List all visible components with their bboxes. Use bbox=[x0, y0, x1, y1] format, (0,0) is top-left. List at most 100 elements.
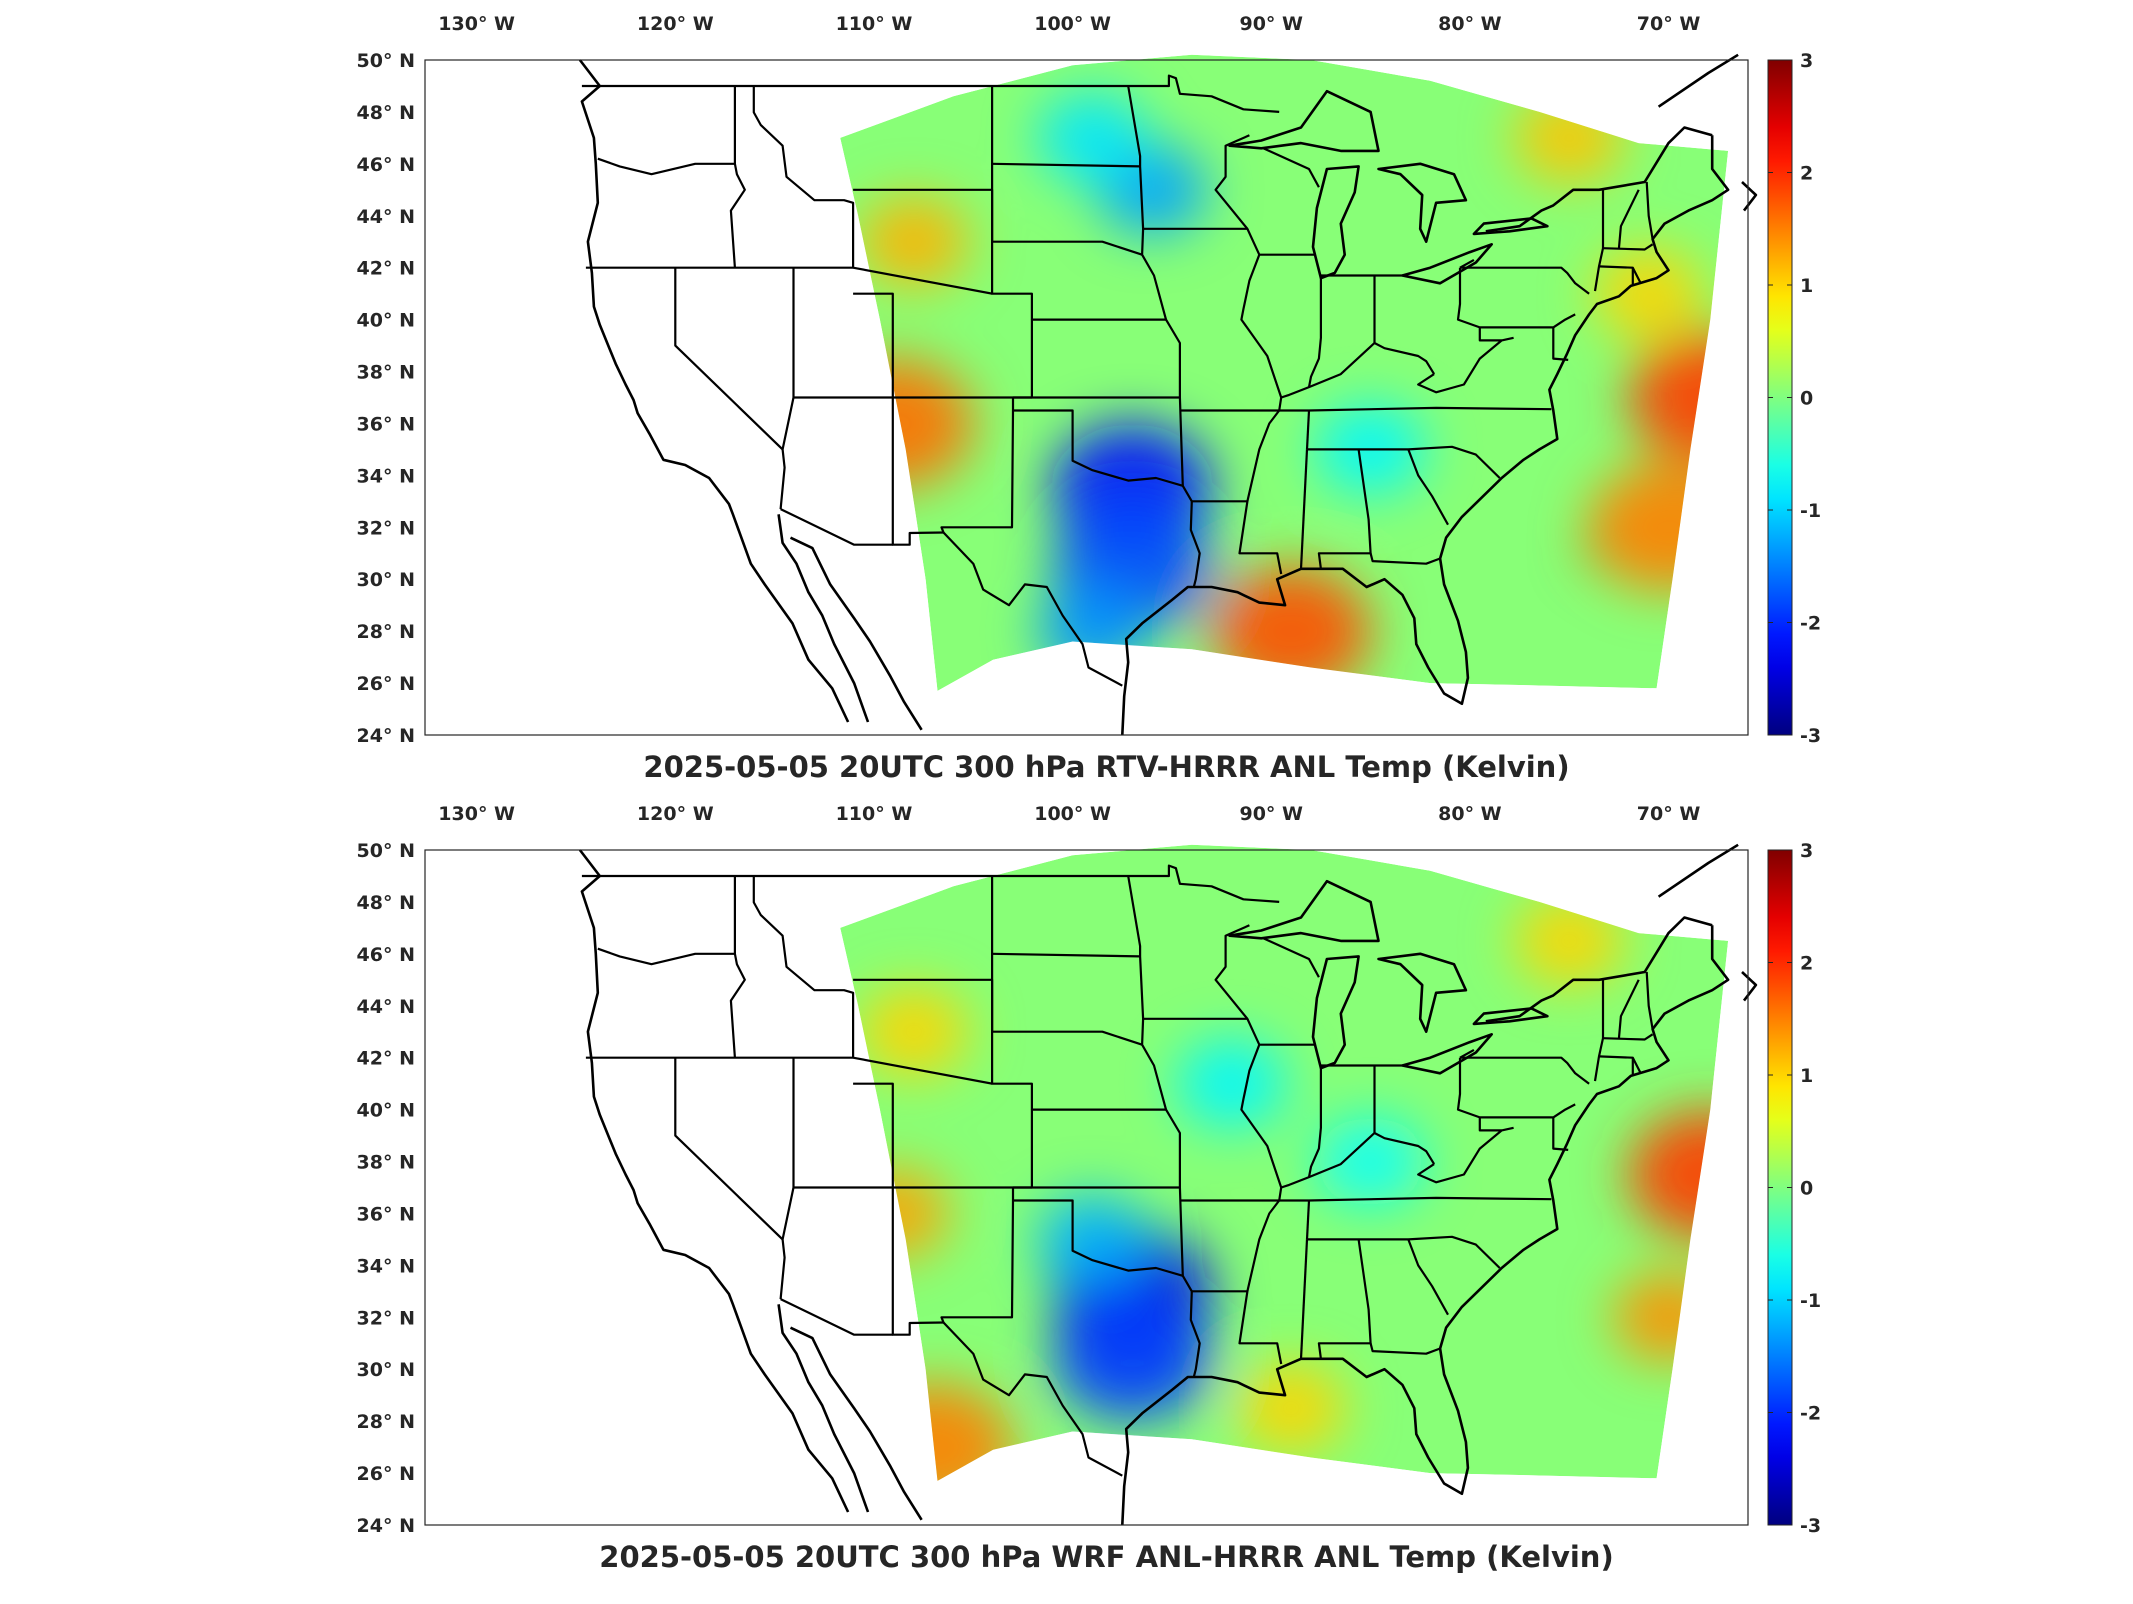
coastline bbox=[578, 59, 850, 723]
latitude-label: 40° N bbox=[357, 310, 415, 332]
great-lake-outline bbox=[1401, 1033, 1493, 1075]
map-title: 2025-05-05 20UTC 300 hPa WRF ANL-HRRR AN… bbox=[599, 1540, 1613, 1574]
latitude-label: 38° N bbox=[357, 362, 415, 384]
latitude-label: 24° N bbox=[357, 1515, 415, 1537]
state-border bbox=[1456, 267, 1576, 329]
latitude-label: 32° N bbox=[357, 517, 415, 539]
map-figure: 130° W 120° W 110° W 100° W 90° W 80° W 70° W 5… bbox=[357, 13, 1822, 784]
state-border bbox=[1456, 1057, 1576, 1119]
national-border bbox=[581, 864, 1280, 903]
coastline bbox=[777, 514, 870, 723]
state-border bbox=[674, 267, 784, 451]
state-border bbox=[1308, 1132, 1376, 1179]
coastline bbox=[1121, 135, 1730, 736]
map-title: 2025-05-05 20UTC 300 hPa RTV-HRRR ANL Te… bbox=[643, 750, 1569, 784]
latitude-label: 48° N bbox=[357, 892, 415, 914]
colorbar-tick-label: 3 bbox=[1800, 50, 1813, 72]
latitude-label: 50° N bbox=[357, 50, 415, 72]
latitude-label: 26° N bbox=[357, 673, 415, 695]
great-lake-outline bbox=[1472, 1007, 1549, 1026]
longitude-label: 110° W bbox=[836, 13, 913, 35]
great-lake-outline bbox=[1377, 952, 1468, 1033]
state-border bbox=[1308, 342, 1376, 389]
coastline bbox=[1485, 916, 1713, 1023]
state-border bbox=[729, 86, 746, 268]
state-border bbox=[1307, 445, 1501, 479]
state-border bbox=[729, 876, 746, 1058]
longitude-label: 130° W bbox=[438, 13, 515, 35]
state-border bbox=[597, 157, 735, 176]
state-border bbox=[1373, 1065, 1436, 1165]
latitude-label: 36° N bbox=[357, 1203, 415, 1225]
latitude-label: 32° N bbox=[357, 1307, 415, 1329]
great-lake-outline bbox=[1472, 217, 1549, 236]
state-border bbox=[992, 952, 1141, 958]
state-border bbox=[853, 978, 1166, 1111]
longitude-label: 120° W bbox=[637, 13, 714, 35]
latitude-label: 48° N bbox=[357, 102, 415, 124]
latitude-label: 46° N bbox=[357, 154, 415, 176]
latitude-label: 34° N bbox=[357, 465, 415, 487]
state-border bbox=[940, 1200, 1015, 1323]
map-panel-rtv-hrrr: 130° W 120° W 110° W 100° W 90° W 80° W 70° W 5… bbox=[0, 0, 2133, 790]
state-border bbox=[1307, 1235, 1501, 1269]
state-border bbox=[585, 1056, 993, 1085]
state-border bbox=[1280, 1065, 1323, 1189]
state-border bbox=[779, 267, 795, 510]
state-border bbox=[1459, 258, 1475, 269]
anomaly-region bbox=[858, 196, 969, 287]
latitude-label: 44° N bbox=[357, 206, 415, 228]
coastline bbox=[1657, 843, 1739, 898]
state-border bbox=[1214, 134, 1250, 230]
state-border bbox=[1552, 1117, 1569, 1151]
colorbar-tick-label: 0 bbox=[1800, 388, 1813, 410]
latitude-label: 44° N bbox=[357, 996, 415, 1018]
longitude-label: 80° W bbox=[1438, 13, 1502, 35]
state-border bbox=[1602, 243, 1654, 251]
great-lake-outline bbox=[1401, 243, 1493, 285]
great-lake-outline bbox=[1228, 879, 1380, 943]
longitude-label: 90° W bbox=[1239, 803, 1303, 825]
colorbar-tick-label: -2 bbox=[1800, 1403, 1821, 1425]
coastline bbox=[789, 536, 923, 731]
state-border bbox=[1645, 971, 1654, 1030]
state-border bbox=[1459, 1048, 1475, 1059]
state-border bbox=[1373, 275, 1436, 375]
longitude-label: 130° W bbox=[438, 803, 515, 825]
anomaly-region bbox=[1593, 248, 1704, 339]
national-border bbox=[581, 74, 1280, 113]
coastline bbox=[1657, 53, 1739, 108]
latitude-label: 28° N bbox=[357, 621, 415, 643]
state-border bbox=[992, 162, 1141, 168]
coastline bbox=[789, 1326, 923, 1521]
coastline bbox=[1485, 126, 1713, 233]
temperature-difference-field bbox=[840, 844, 1729, 1481]
great-lake-outline bbox=[1228, 89, 1380, 153]
anomaly-region bbox=[1176, 1038, 1287, 1129]
state-border bbox=[1602, 1033, 1654, 1041]
colorbar-tick-label: 2 bbox=[1800, 163, 1813, 185]
state-border bbox=[1011, 319, 1184, 487]
latitude-label: 42° N bbox=[357, 1048, 415, 1070]
coastline bbox=[578, 849, 850, 1513]
state-border bbox=[780, 1298, 893, 1336]
state-border bbox=[1214, 924, 1250, 1020]
state-border bbox=[1617, 979, 1640, 1039]
state-border bbox=[1299, 1239, 1309, 1359]
state-border bbox=[1407, 449, 1449, 526]
state-border bbox=[1305, 410, 1311, 450]
state-border bbox=[1143, 1017, 1283, 1365]
colorbar-tick-label: -1 bbox=[1800, 1290, 1821, 1312]
state-border bbox=[1143, 227, 1283, 575]
state-border bbox=[1369, 1343, 1441, 1355]
latitude-label: 24° N bbox=[357, 725, 415, 747]
state-border bbox=[1593, 189, 1605, 292]
anomaly-region bbox=[1315, 1116, 1426, 1207]
latitude-label: 26° N bbox=[357, 1463, 415, 1485]
longitude-label: 80° W bbox=[1438, 803, 1502, 825]
longitude-label: 100° W bbox=[1034, 803, 1111, 825]
state-border bbox=[597, 947, 735, 966]
state-border bbox=[1280, 275, 1323, 399]
state-border bbox=[1127, 85, 1201, 588]
state-border bbox=[1127, 875, 1201, 1378]
